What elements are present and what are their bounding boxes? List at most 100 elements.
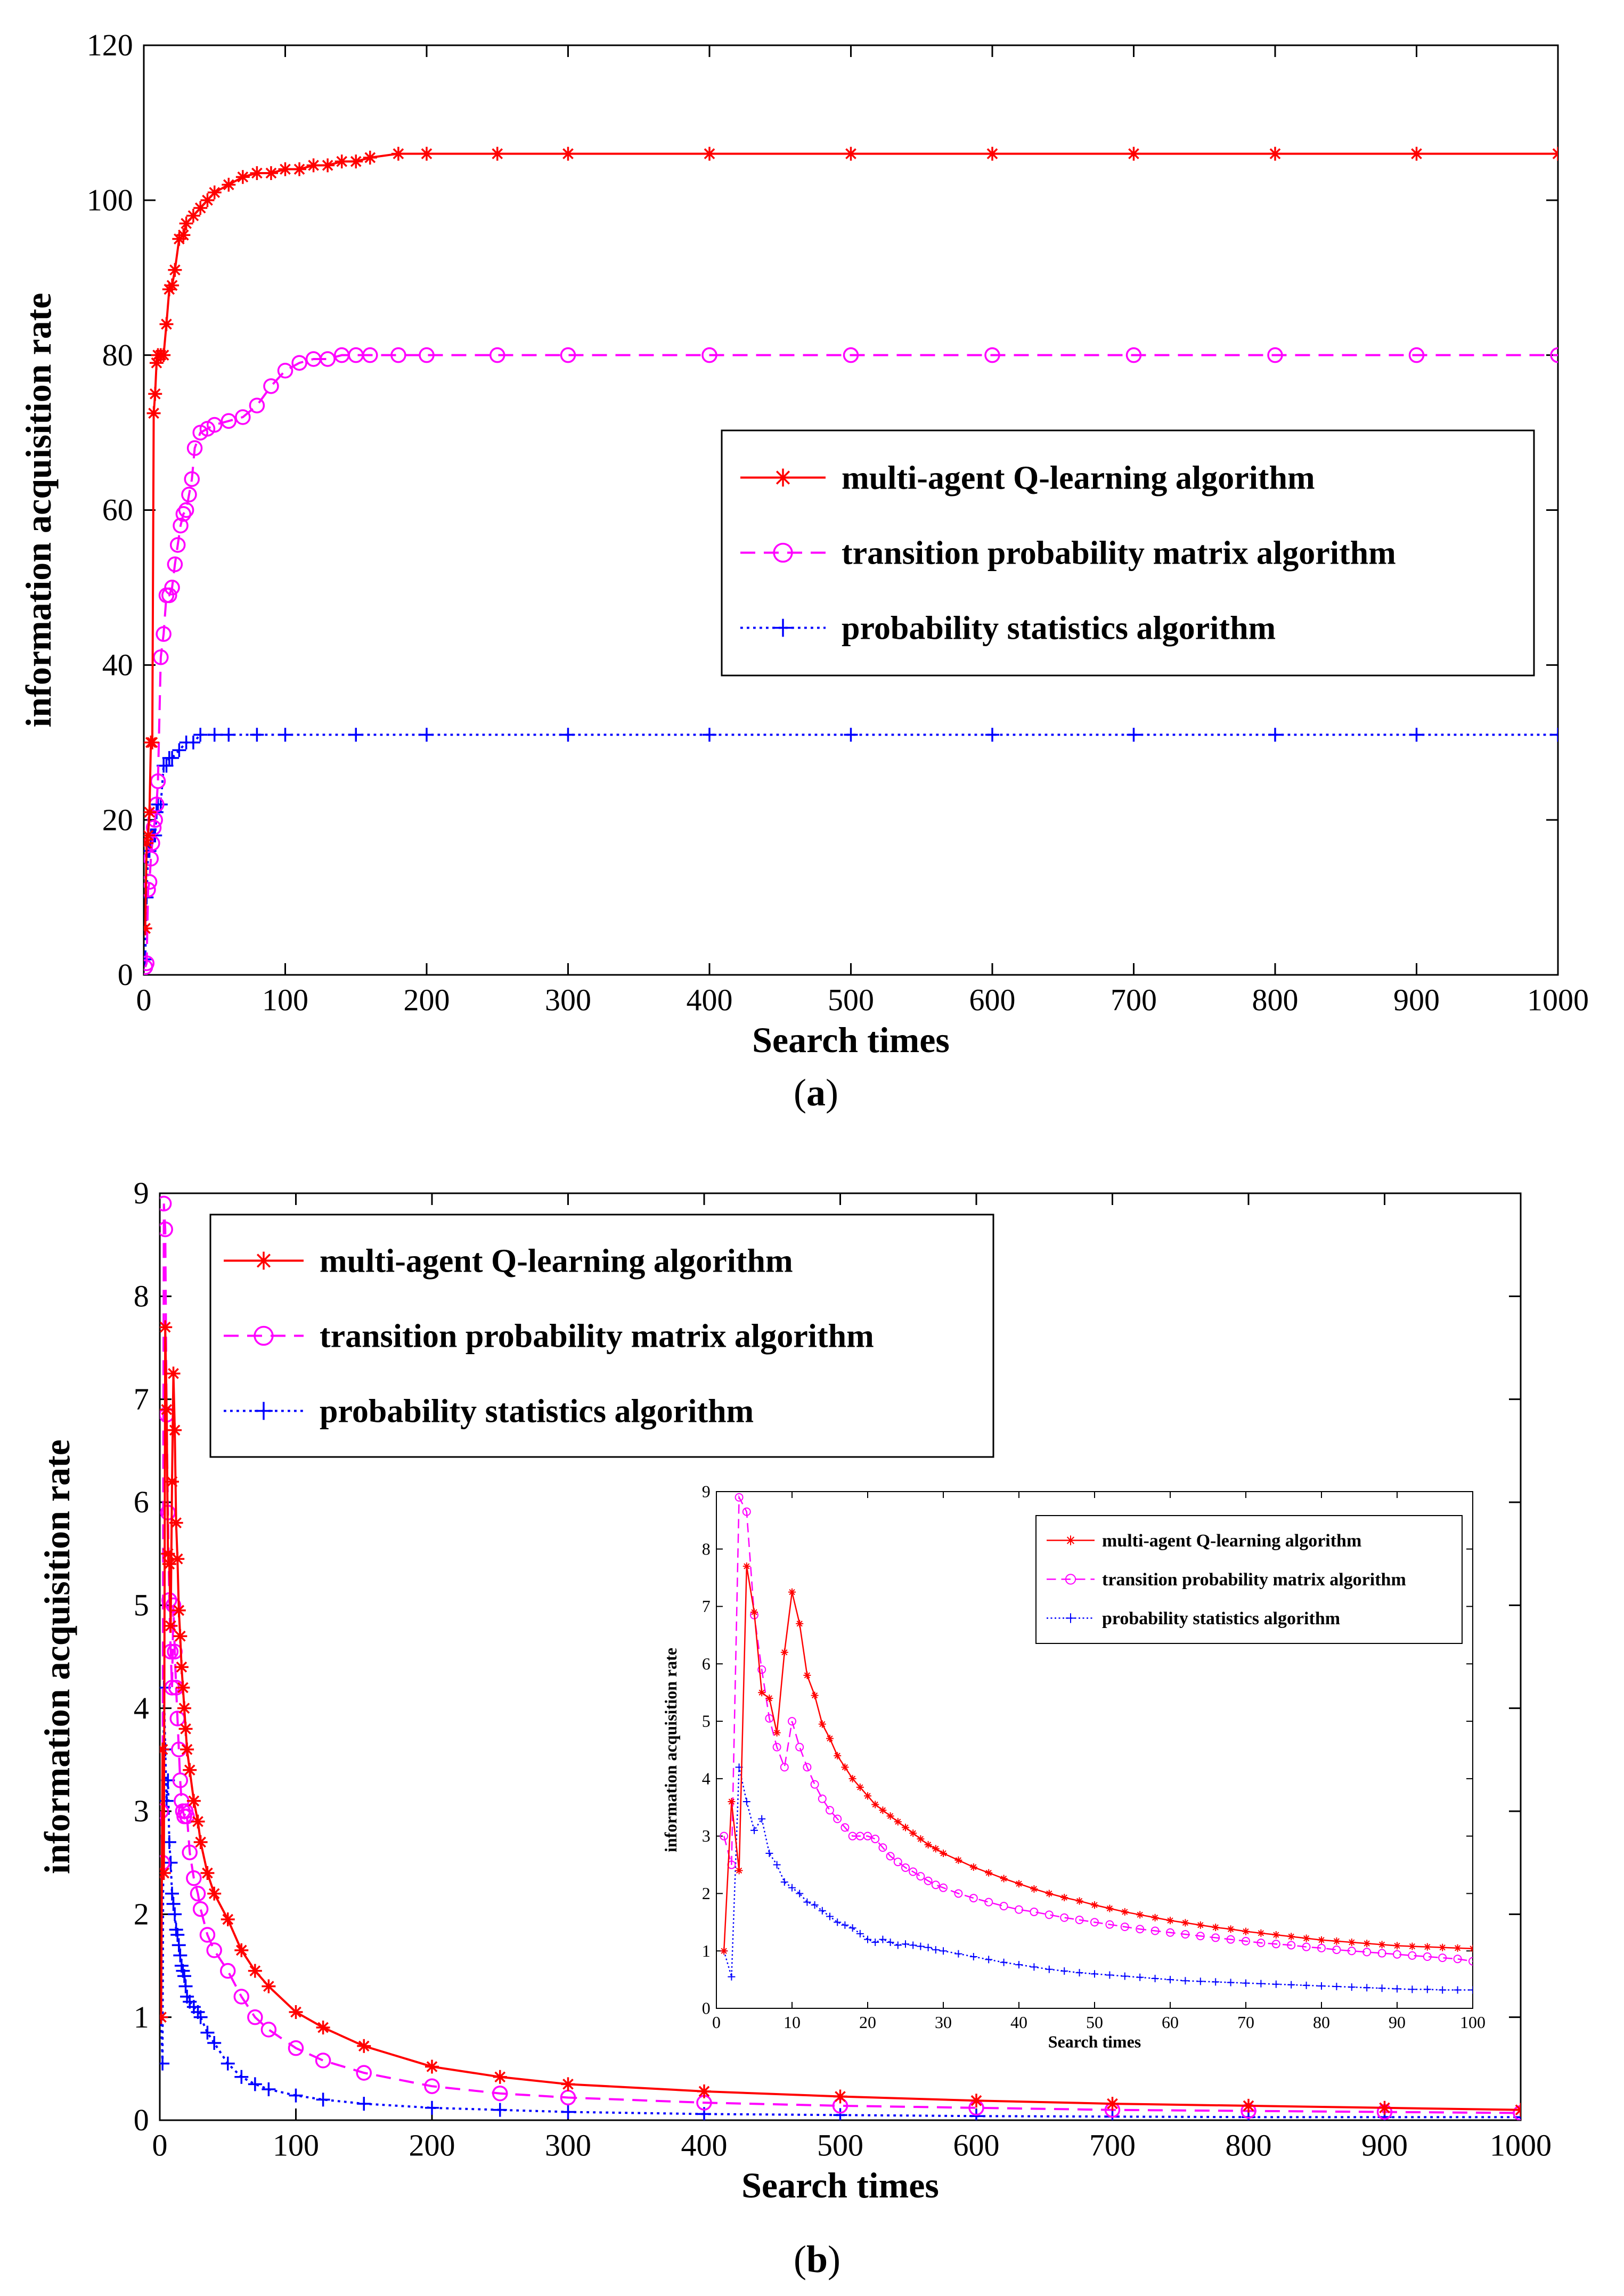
chart-b-inset-series-tpm-point — [788, 1717, 796, 1726]
chart-b-inset-series-q-point — [985, 1869, 993, 1877]
chart-a-series-ps-point — [159, 759, 174, 773]
chart-b-inset-series-ps-point — [1439, 1986, 1447, 1994]
chart-a-series-q-point — [292, 162, 307, 176]
chart-b-inset-series-ps-point — [788, 1884, 796, 1892]
chart-b-series-q-point — [1242, 2098, 1255, 2113]
chart-b-inset-series-tpm-point — [757, 1665, 766, 1674]
caption-a-close: ) — [825, 1071, 838, 1114]
chart-b-inset-series-ps-point — [1121, 1972, 1129, 1980]
chart-b-inset-series-tpm-point — [924, 1876, 933, 1885]
chart-b-series-tpm-line — [160, 1203, 1521, 2114]
chart-b-inset-series-q-point — [818, 1720, 826, 1728]
chart-b-series-tpm-point — [182, 1844, 198, 1861]
chart-a-series-q-point — [149, 356, 164, 370]
chart-b-inset-series-ps-point — [796, 1890, 804, 1898]
chart-b-inset-series-tpm-point — [1453, 1955, 1462, 1964]
chart-b-series-q-point — [161, 1546, 175, 1561]
chart-b-series-tpm-point — [206, 1942, 222, 1958]
chart-a-series-ps-point — [1551, 728, 1558, 742]
chart-b-series-ps-point — [234, 2070, 249, 2084]
chart-a-xtick-label: 400 — [687, 983, 733, 1017]
chart-b-xtick-label: 400 — [681, 2128, 728, 2163]
chart-b-xtick-label: 700 — [1089, 2128, 1136, 2163]
chart-a-series-tpm-point — [1125, 347, 1142, 363]
chart-a-series-q-point — [176, 228, 191, 242]
chart-b-inset-series-ps-point — [758, 1815, 766, 1823]
chart-b-inset-series-q-point — [1302, 1934, 1310, 1942]
chart-b-inset-series-ps-point — [1363, 1984, 1371, 1992]
chart-b-inset-series-ps-point — [856, 1929, 864, 1937]
chart-a-series-tpm-point — [843, 347, 859, 363]
chart-b-inset-series-q-point — [720, 1947, 728, 1955]
chart-b-inset-series-tpm-point — [1347, 1947, 1356, 1956]
chart-b-inset-series-tpm-point — [742, 1507, 751, 1516]
chart-b-inset-series-q-point — [1423, 1943, 1431, 1951]
chart-b-legend-box — [209, 1214, 994, 1458]
chart-a-series-tpm-point — [144, 882, 156, 898]
chart-b-inset-series-ps-point — [765, 1850, 773, 1857]
chart-b-ytick-label: 8 — [134, 1279, 149, 1313]
chart-b-series-ps-point — [200, 2025, 215, 2040]
chart-b-plot-area — [160, 1195, 1521, 2120]
chart-b-xlabel: Search times — [741, 2165, 939, 2205]
chart-a-series-ps-point — [1127, 728, 1141, 742]
chart-b-inset-series-tpm-point — [893, 1858, 902, 1867]
chart-b-inset-series-ps-point — [886, 1939, 894, 1947]
chart-b-series-q-point — [172, 1603, 186, 1617]
chart-b-inset-xtick-label: 0 — [712, 2013, 721, 2032]
chart-b-series-tpm-point — [165, 1597, 182, 1614]
chart-b-inset-series-q-point — [871, 1801, 879, 1809]
chart-b-xtick-label: 500 — [817, 2128, 863, 2163]
chart-b-inset-series-tpm-point — [1044, 1910, 1054, 1919]
chart-b-xtick-label: 800 — [1226, 2128, 1272, 2163]
chart-b-inset-series-ps-point — [742, 1798, 750, 1805]
chart-b-inset-ytick-label: 8 — [702, 1539, 711, 1558]
chart-a-series-tpm-point — [221, 413, 237, 429]
chart-b-inset-series-ps-point — [1393, 1985, 1401, 1993]
chart-b-inset-series-q-point — [886, 1812, 894, 1820]
chart-b-inset-series-q-point — [1030, 1885, 1038, 1893]
chart-b-series-q-point — [1105, 2097, 1120, 2111]
chart-b-series-ps-point — [221, 2056, 235, 2071]
chart-b-series-ps-point — [425, 2100, 439, 2115]
chart-b-series-ps-point — [357, 2097, 371, 2111]
chart-a-series-q-point — [1268, 146, 1282, 161]
chart-b-series-q-point — [191, 1814, 205, 1829]
chart-b-inset-series-ps-point — [1272, 1980, 1280, 1988]
chart-b-series-tpm-point — [190, 1885, 206, 1902]
chart-b-inset-series-tpm-point — [1438, 1953, 1447, 1963]
chart-b-series-q-point — [169, 1516, 183, 1530]
chart-b-series-q-point — [160, 2010, 168, 2024]
chart-b-series-tpm-point — [424, 2078, 440, 2094]
chart-b-series-ps-point — [316, 2093, 330, 2107]
chart-b-inset-xtick-label: 40 — [1010, 2013, 1027, 2032]
chart-b-series-ps-point — [172, 1938, 186, 1952]
chart-b-inset-series-tpm-point — [1060, 1913, 1069, 1922]
chart-b-inset-series-ps-point — [1287, 1981, 1295, 1989]
chart-b-inset-series-q-point — [1091, 1901, 1098, 1909]
chart-a-series-q-point — [144, 805, 157, 819]
chart-a-series-tpm-point — [169, 537, 186, 553]
chart-a-series-q-point — [391, 146, 405, 161]
chart-b-inset-series-ps-point — [924, 1943, 932, 1951]
chart-a-series-tpm-point — [1408, 347, 1425, 363]
chart-b-inset: 0 10 20 30 40 50 60 70 80 90 100 0 1 2 3 4 5 6 7 8 9 Search t… — [661, 1482, 1486, 2051]
chart-b-legend-marker-q — [255, 1251, 273, 1270]
chart-b-inset-series-tpm-point — [1105, 1920, 1114, 1929]
chart-a-series-tpm-point — [701, 347, 717, 363]
chart-b-inset-series-q-point — [1196, 1921, 1204, 1929]
chart-b-inset-series-ps-point — [1333, 1983, 1341, 1991]
chart-a-xtick-label: 900 — [1393, 983, 1440, 1017]
chart-b-inset-series-ps-point — [1196, 1977, 1204, 1985]
chart-b-inset-series-ps-point — [773, 1861, 781, 1869]
chart-b-inset-ytick-label: 4 — [702, 1769, 711, 1788]
chart-a-series-tpm-point — [144, 955, 155, 971]
caption-b-open: ( — [794, 2238, 806, 2281]
chart-b-inset-series-ps-point — [780, 1878, 788, 1886]
chart-b-inset-series-ps-point — [1257, 1980, 1265, 1988]
chart-b-series-ps-point — [262, 2082, 276, 2096]
chart-a-series-tpm-point — [153, 649, 169, 665]
chart-b-inset-series-ps-point — [1136, 1973, 1144, 1981]
chart-b-inset-series-q-point — [1121, 1908, 1129, 1916]
